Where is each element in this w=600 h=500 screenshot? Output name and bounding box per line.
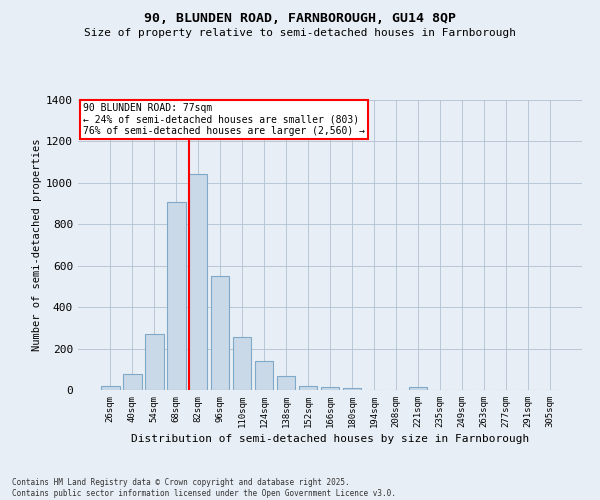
Bar (145, 334, 164, 390)
X-axis label: Distribution of semi-detached houses by size in Farnborough: Distribution of semi-detached houses by … (131, 434, 529, 444)
Text: Size of property relative to semi-detached houses in Farnborough: Size of property relative to semi-detach… (84, 28, 516, 38)
Bar (255, 361, 274, 390)
Bar (320, 387, 340, 390)
Bar (277, 376, 295, 390)
Bar (233, 337, 251, 390)
Bar (409, 387, 427, 390)
Bar (189, 174, 208, 390)
Text: Contains HM Land Registry data © Crown copyright and database right 2025.
Contai: Contains HM Land Registry data © Crown c… (12, 478, 396, 498)
Text: 90, BLUNDEN ROAD, FARNBOROUGH, GU14 8QP: 90, BLUNDEN ROAD, FARNBOROUGH, GU14 8QP (144, 12, 456, 26)
Bar (167, 202, 185, 390)
Bar (299, 386, 317, 390)
Text: 90 BLUNDEN ROAD: 77sqm
← 24% of semi-detached houses are smaller (803)
76% of se: 90 BLUNDEN ROAD: 77sqm ← 24% of semi-det… (83, 103, 365, 136)
Bar (123, 374, 142, 390)
Y-axis label: Number of semi-detached properties: Number of semi-detached properties (32, 138, 42, 352)
Bar (343, 388, 361, 390)
Bar (101, 386, 119, 390)
Bar (211, 276, 229, 390)
